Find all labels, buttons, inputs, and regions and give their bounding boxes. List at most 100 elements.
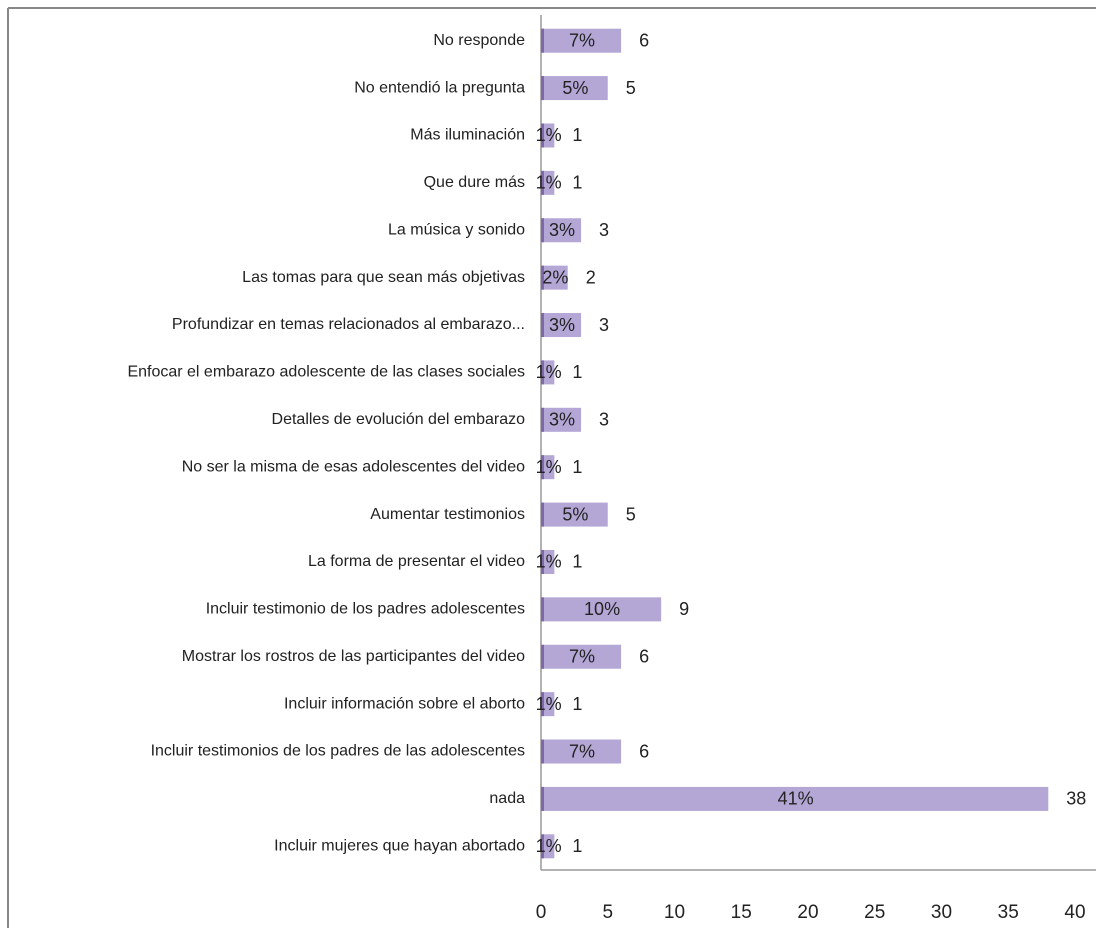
- value-label: 1: [572, 694, 582, 714]
- value-label: 9: [679, 599, 689, 619]
- x-tick-label: 10: [664, 902, 685, 923]
- y-tick-label: Incluir información sobre el aborto: [284, 695, 525, 712]
- y-tick-label: Profundizar en temas relacionados al emb…: [172, 316, 525, 333]
- percent-label: 1%: [536, 125, 562, 145]
- percent-label: 2%: [542, 267, 568, 287]
- value-label: 38: [1066, 789, 1086, 809]
- y-tick-label: No ser la misma de esas adolescentes del…: [182, 458, 525, 475]
- percent-label: 1%: [536, 362, 562, 382]
- value-label: 1: [572, 125, 582, 145]
- value-label: 6: [639, 30, 649, 50]
- value-label: 5: [626, 78, 636, 98]
- value-label: 1: [572, 457, 582, 477]
- bar-edge: [541, 218, 544, 243]
- bar: [541, 834, 555, 859]
- bar-edge: [541, 76, 544, 101]
- bar-edge: [541, 502, 544, 527]
- bar-edge: [541, 549, 544, 574]
- bar-edge: [541, 834, 544, 859]
- y-tick-label: Que dure más: [424, 174, 525, 191]
- x-tick-label: 35: [998, 902, 1019, 923]
- value-label: 1: [572, 173, 582, 193]
- bar: [541, 644, 622, 669]
- x-tick-label: 25: [864, 902, 885, 923]
- y-tick-label: Detalles de evolución del embarazo: [272, 411, 526, 428]
- bar: [541, 265, 568, 290]
- bar: [541, 407, 582, 432]
- bar: [541, 123, 555, 148]
- bar-edge: [541, 28, 544, 53]
- bar-edge: [541, 313, 544, 338]
- x-tick-label: 20: [797, 902, 818, 923]
- bar: [541, 786, 1049, 811]
- bar-edge: [541, 644, 544, 669]
- y-tick-label: Las tomas para que sean más objetivas: [242, 269, 525, 286]
- bar-edge: [541, 455, 544, 480]
- x-tick-label: 30: [931, 902, 952, 923]
- percent-label: 3%: [549, 220, 575, 240]
- y-tick-label: Aumentar testimonios: [370, 506, 525, 523]
- percent-label: 1%: [536, 552, 562, 572]
- percent-label: 5%: [562, 78, 588, 98]
- y-tick-label: Más iluminación: [410, 127, 525, 144]
- bar: [541, 28, 622, 53]
- bar: [541, 170, 555, 195]
- percent-label: 3%: [549, 315, 575, 335]
- y-tick-label: No responde: [433, 32, 525, 49]
- value-label: 3: [599, 220, 609, 240]
- y-tick-label: Mostrar los rostros de las participantes…: [182, 648, 525, 665]
- percent-label: 1%: [536, 457, 562, 477]
- value-label: 6: [639, 647, 649, 667]
- percent-label: 5%: [562, 504, 588, 524]
- value-label: 6: [639, 741, 649, 761]
- bar: [541, 76, 608, 101]
- x-tick-label: 5: [602, 902, 613, 923]
- value-label: 2: [586, 267, 596, 287]
- bar-edge: [541, 739, 544, 764]
- percent-label: 7%: [569, 741, 595, 761]
- bar: [541, 502, 608, 527]
- value-label: 1: [572, 836, 582, 856]
- bar: [541, 313, 582, 338]
- y-tick-label: La forma de presentar el video: [308, 553, 525, 570]
- value-label: 1: [572, 552, 582, 572]
- bar: [541, 692, 555, 717]
- percent-label: 41%: [778, 789, 814, 809]
- bar: [541, 739, 622, 764]
- percent-label: 1%: [536, 694, 562, 714]
- bar: [541, 597, 662, 622]
- bar-edge: [541, 265, 544, 290]
- percent-label: 1%: [536, 173, 562, 193]
- bar-edge: [541, 407, 544, 432]
- y-tick-label: La música y sonido: [388, 221, 525, 238]
- value-label: 3: [599, 315, 609, 335]
- y-tick-label: Incluir testimonios de los padres de las…: [151, 743, 525, 760]
- bar: [541, 549, 555, 574]
- bar: [541, 455, 555, 480]
- percent-label: 10%: [584, 599, 620, 619]
- bar-edge: [541, 170, 544, 195]
- x-tick-label: 40: [1064, 902, 1085, 923]
- bar: [541, 360, 555, 385]
- percent-label: 7%: [569, 30, 595, 50]
- value-label: 5: [626, 504, 636, 524]
- y-tick-label: nada: [489, 790, 525, 807]
- y-tick-label: Enfocar el embarazo adolescente de las c…: [127, 364, 525, 381]
- bar-edge: [541, 123, 544, 148]
- y-tick-label: Incluir mujeres que hayan abortado: [274, 838, 525, 855]
- bar-edge: [541, 692, 544, 717]
- percent-label: 3%: [549, 410, 575, 430]
- x-tick-label: 15: [731, 902, 752, 923]
- percent-label: 1%: [536, 836, 562, 856]
- bar-edge: [541, 360, 544, 385]
- y-tick-label: Incluir testimonio de los padres adolesc…: [206, 601, 525, 618]
- bar-edge: [541, 786, 544, 811]
- bar: [541, 218, 582, 243]
- percent-label: 7%: [569, 647, 595, 667]
- value-label: 1: [572, 362, 582, 382]
- x-tick-label: 0: [536, 902, 547, 923]
- bar-edge: [541, 597, 544, 622]
- value-label: 3: [599, 410, 609, 430]
- y-tick-label: No entendió la pregunta: [354, 79, 525, 96]
